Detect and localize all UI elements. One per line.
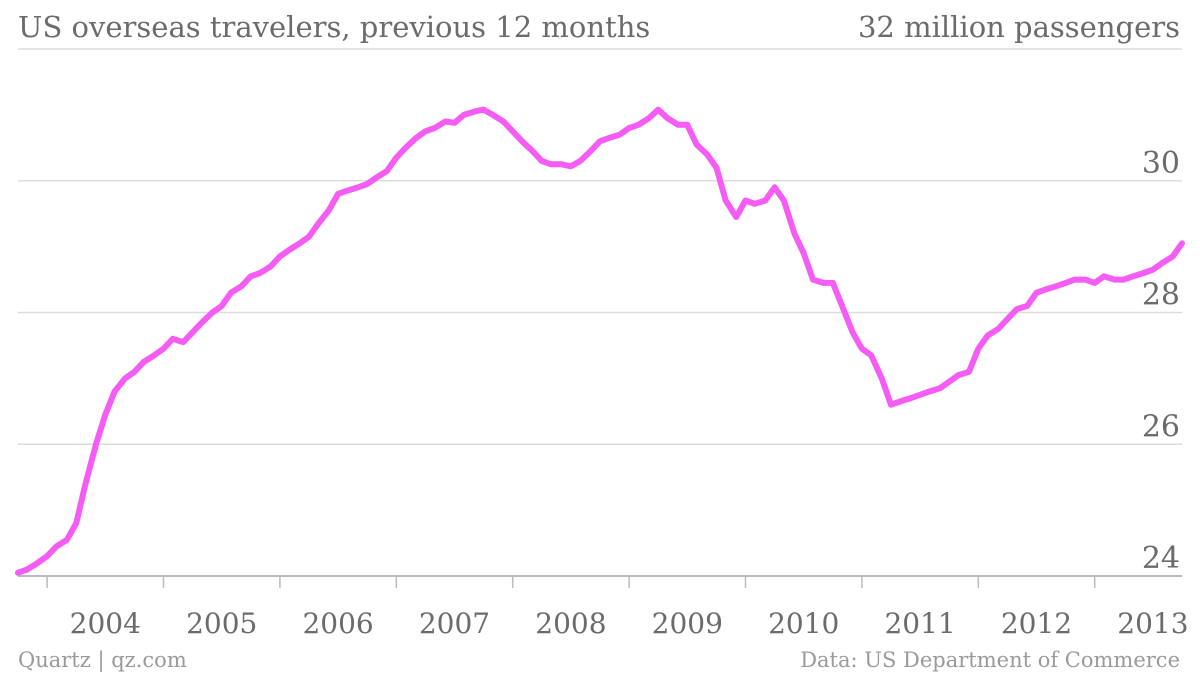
x-tick-label: 2005 xyxy=(186,607,257,640)
x-tick-label: 2011 xyxy=(884,607,955,640)
x-tick-label: 2012 xyxy=(1001,607,1072,640)
footer-credit: Quartz | qz.com xyxy=(18,648,187,672)
x-tick-label: 2013 xyxy=(1117,607,1188,640)
series-line-0 xyxy=(15,106,1185,576)
y-tick-label: 30 xyxy=(1142,146,1180,181)
y-tick-label: 24 xyxy=(1142,541,1180,576)
footer-source: Data: US Department of Commerce xyxy=(800,648,1180,672)
gridlines xyxy=(18,48,1182,577)
x-tick-label: 2009 xyxy=(652,607,723,640)
x-axis: 2004 2005 2006 2007 2008 2009 2010 2011 2012 2013 xyxy=(46,576,1189,640)
x-tick-label: 2008 xyxy=(535,607,606,640)
chart-title: US overseas travelers, previous 12 month… xyxy=(18,10,651,44)
y-tick-label: 28 xyxy=(1142,278,1180,313)
y-axis-tick-labels: 24 26 28 30 xyxy=(1142,146,1180,576)
x-tick-label: 2010 xyxy=(768,607,839,640)
y-tick-label: 26 xyxy=(1142,409,1180,444)
series-layer xyxy=(15,106,1185,576)
y-axis-unit-label: 32 million passengers xyxy=(857,10,1180,44)
x-tick-label: 2007 xyxy=(419,607,490,640)
x-tick-label: 2006 xyxy=(302,607,373,640)
x-tick-label: 2004 xyxy=(70,607,141,640)
